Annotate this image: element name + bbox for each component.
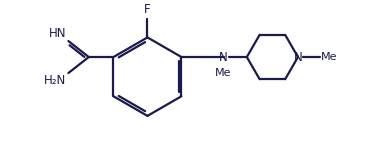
Text: H₂N: H₂N [44, 74, 66, 87]
Text: Me: Me [215, 68, 232, 78]
Text: HN: HN [49, 27, 66, 40]
Text: Me: Me [321, 52, 338, 62]
Text: N: N [294, 51, 302, 64]
Text: F: F [144, 3, 151, 16]
Text: N: N [219, 51, 228, 64]
